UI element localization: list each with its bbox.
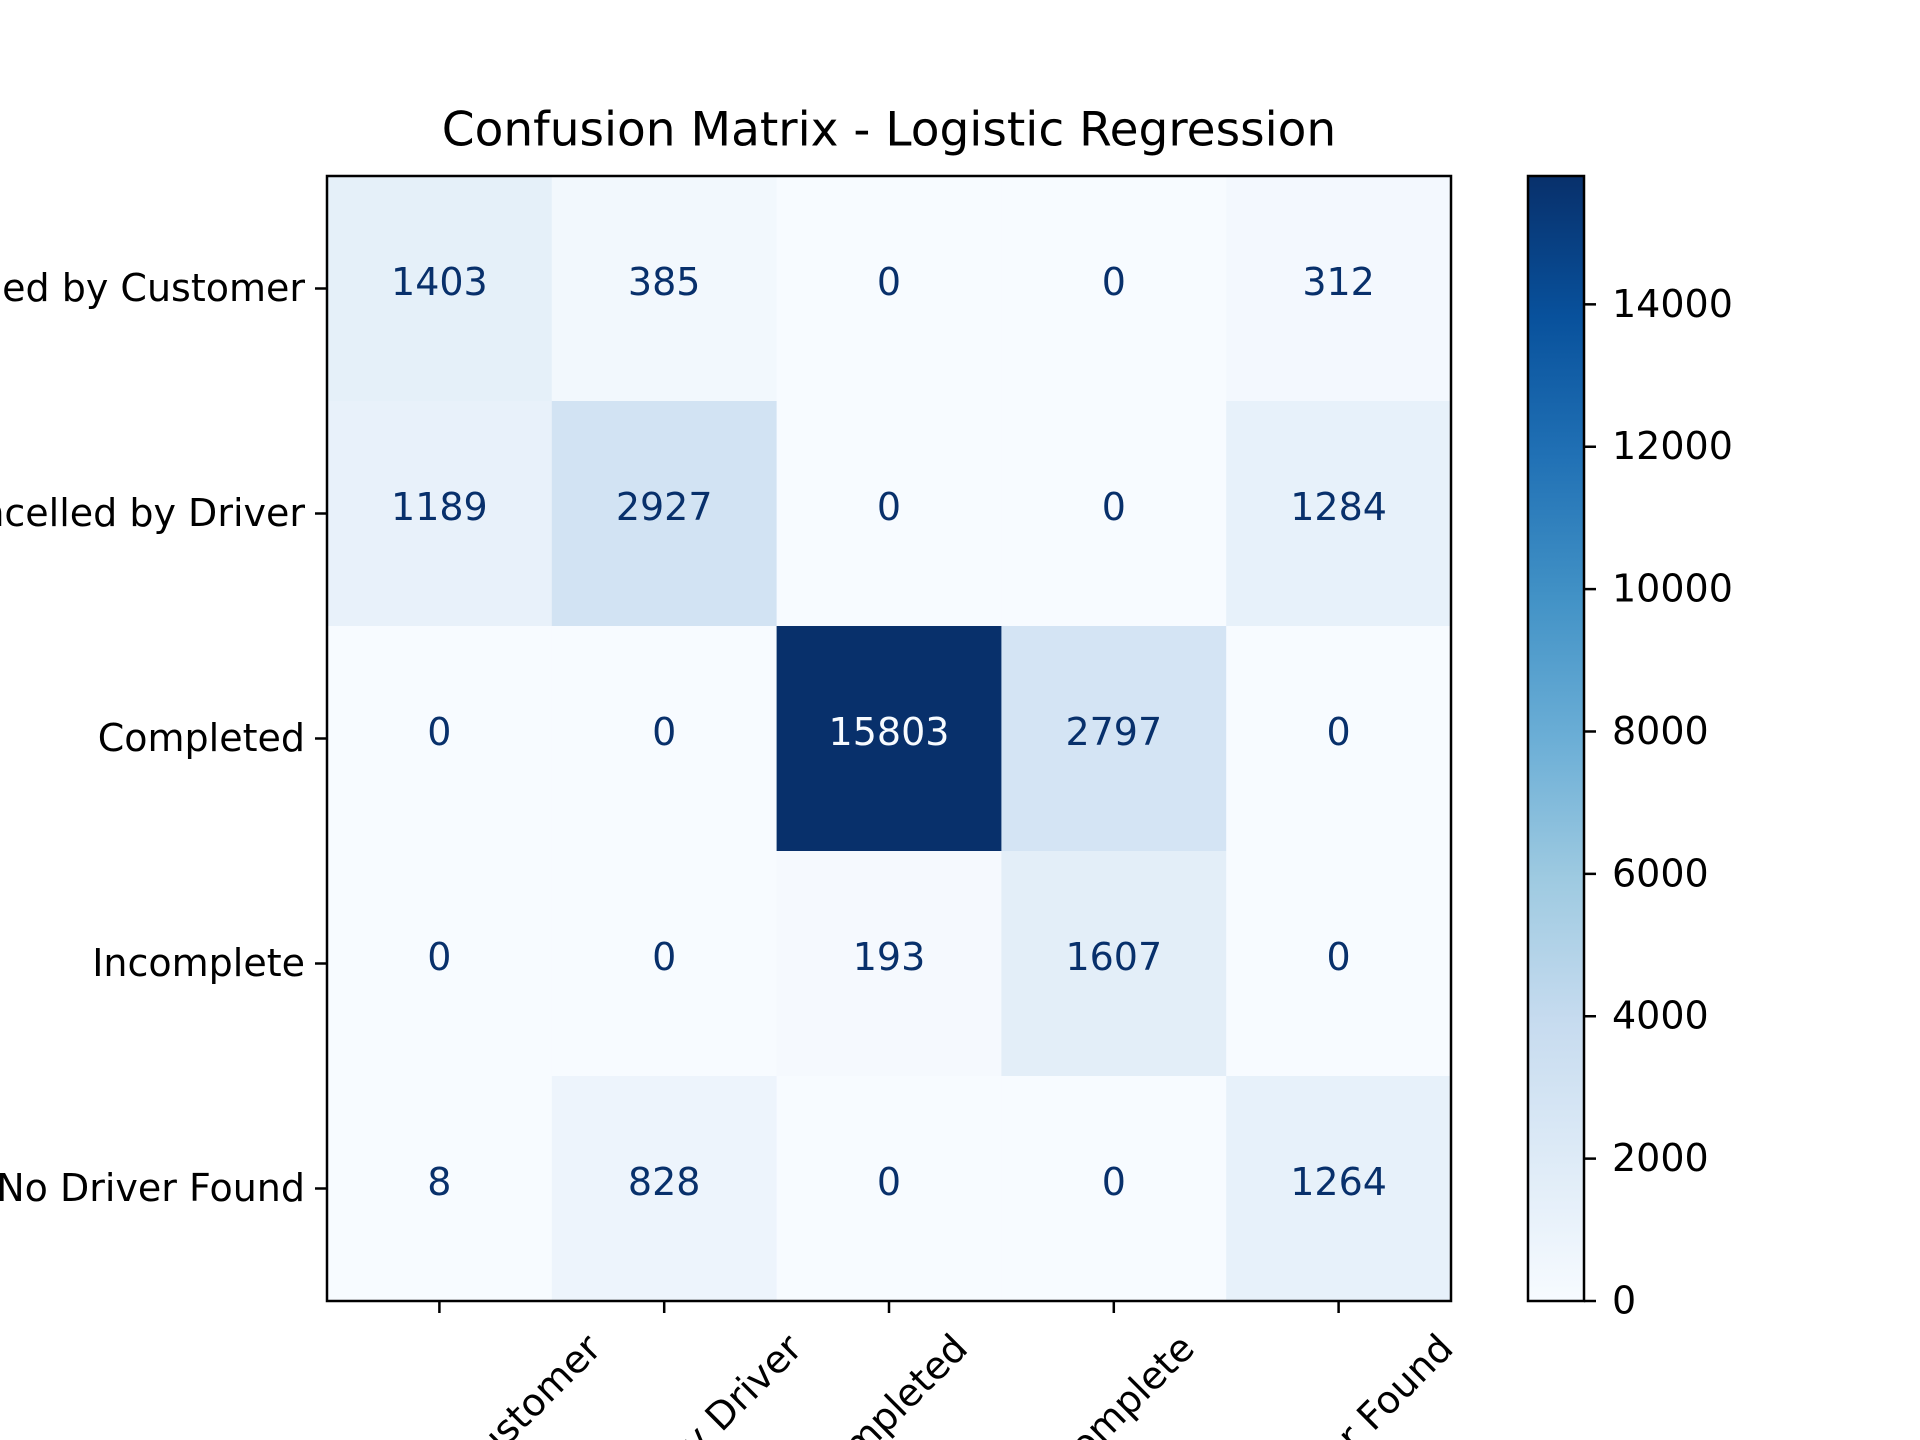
x-tick-label: Completed	[798, 1326, 976, 1440]
cell	[551, 626, 778, 852]
y-tick-label: Cancelled by Customer	[0, 266, 305, 310]
cell-label: 193	[853, 935, 926, 979]
cell-label: 0	[652, 935, 676, 979]
cell	[1226, 626, 1452, 852]
x-tick-label: Incomplete	[1021, 1326, 1203, 1440]
colorbar-tick-label: 2000	[1612, 1136, 1709, 1180]
cell-label: 0	[1327, 710, 1351, 754]
cell	[776, 1076, 1002, 1302]
y-tick-label: Cancelled by Driver	[0, 491, 305, 535]
cell-label: 0	[877, 485, 901, 529]
cell-label: 0	[427, 935, 451, 979]
cell-label: 1607	[1065, 935, 1162, 979]
colorbar-tick-label: 12000	[1612, 424, 1733, 468]
cell	[551, 1076, 778, 1302]
cell-label: 1189	[391, 485, 488, 529]
cell	[551, 401, 778, 627]
cell	[776, 851, 1002, 1077]
cell-label: 0	[652, 710, 676, 754]
cell-label: 312	[1302, 260, 1375, 304]
cell	[776, 626, 1002, 852]
cell	[1001, 851, 1227, 1077]
cell	[1001, 1076, 1227, 1302]
chart-title: Confusion Matrix - Logistic Regression	[442, 103, 1336, 158]
colorbar-tick-label: 4000	[1612, 994, 1709, 1038]
colorbar-tick-label: 8000	[1612, 709, 1709, 753]
cell	[1226, 401, 1452, 627]
cell	[1001, 176, 1227, 402]
cell	[327, 626, 553, 852]
y-tick-label: Incomplete	[92, 941, 305, 985]
colorbar-tick-label: 6000	[1612, 851, 1709, 895]
cell	[327, 401, 553, 627]
cell-label: 0	[1102, 260, 1126, 304]
cell	[1001, 401, 1227, 627]
cell	[327, 851, 553, 1077]
cell	[327, 176, 553, 402]
x-tick-label: Cancelled by Customer	[266, 1325, 610, 1440]
cell-label: 2927	[616, 485, 713, 529]
cell-label: 0	[877, 260, 901, 304]
colorbar-tick-label: 14000	[1612, 282, 1733, 326]
cell	[551, 851, 778, 1077]
cell	[1226, 851, 1452, 1077]
cell	[551, 176, 778, 402]
cell	[776, 176, 1002, 402]
cell-label: 0	[427, 710, 451, 754]
cell	[1001, 626, 1227, 852]
cell	[1226, 176, 1452, 402]
cell-label: 1284	[1290, 485, 1387, 529]
cell-label: 15803	[829, 710, 950, 754]
y-tick-label: No Driver Found	[0, 1166, 305, 1210]
cell-label: 828	[628, 1160, 701, 1204]
cell-label: 0	[877, 1160, 901, 1204]
colorbar	[1526, 174, 1586, 1303]
cell	[327, 1076, 553, 1302]
colorbar-tick-label: 10000	[1612, 567, 1733, 611]
cell-label: 1264	[1290, 1160, 1387, 1204]
cell-label: 8	[427, 1160, 451, 1204]
cell-label: 0	[1327, 935, 1351, 979]
cell-label: 385	[628, 260, 701, 304]
cell-label: 2797	[1065, 710, 1162, 754]
cell	[1226, 1076, 1452, 1302]
colorbar-tick-label: 0	[1612, 1279, 1636, 1323]
cell	[776, 401, 1002, 627]
y-tick-label: Completed	[98, 716, 305, 760]
x-tick-label: No Driver Found	[1212, 1326, 1461, 1440]
cell-label: 1403	[391, 260, 488, 304]
cell-label: 0	[1102, 485, 1126, 529]
cell-label: 0	[1102, 1160, 1126, 1204]
